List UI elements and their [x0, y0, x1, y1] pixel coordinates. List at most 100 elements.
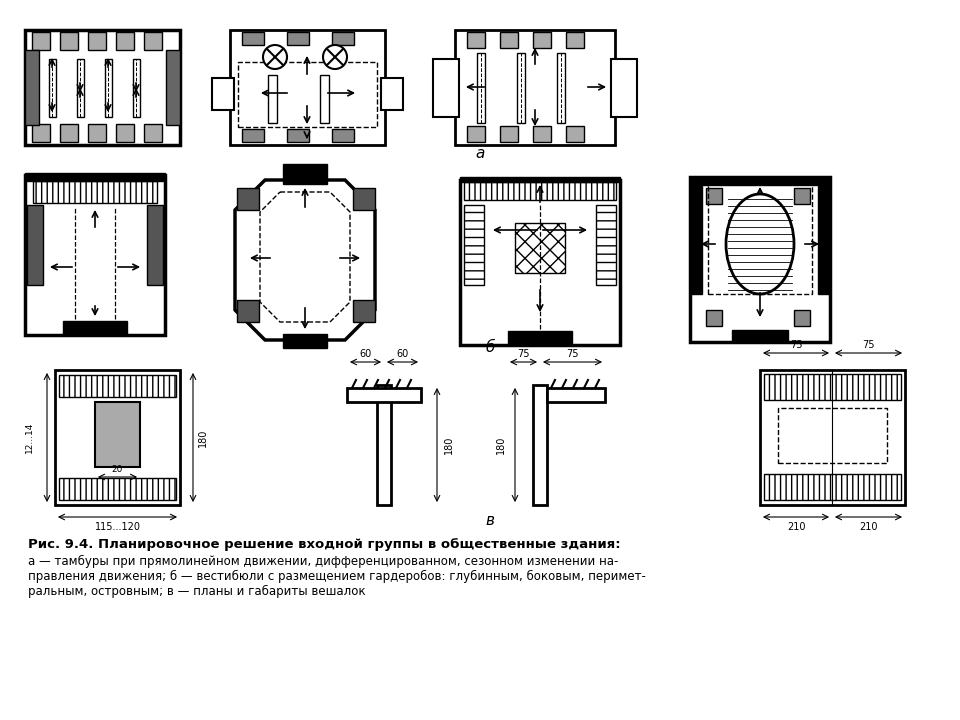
Bar	[212, 78, 234, 110]
Bar	[237, 300, 259, 322]
Bar	[25, 173, 165, 181]
Bar	[166, 50, 180, 125]
Bar	[59, 375, 176, 397]
Text: 75: 75	[517, 349, 530, 359]
Bar	[566, 126, 584, 142]
Bar	[611, 59, 637, 117]
Bar	[63, 321, 127, 335]
Bar	[32, 32, 50, 50]
Text: Рис. 9.4. Планировочное решение входной группы в общественные здания:: Рис. 9.4. Планировочное решение входной …	[28, 538, 620, 551]
Bar	[268, 75, 277, 123]
Text: в: в	[486, 513, 494, 528]
Bar	[708, 182, 812, 294]
Ellipse shape	[726, 194, 794, 294]
Text: б: б	[486, 340, 494, 355]
Bar	[706, 310, 722, 326]
Bar	[88, 124, 106, 142]
Bar	[133, 59, 140, 117]
Bar	[144, 32, 162, 50]
Text: ральным, островным; в — планы и габариты вешалок: ральным, островным; в — планы и габариты…	[28, 585, 366, 598]
Bar	[353, 188, 375, 210]
Text: 60: 60	[359, 349, 372, 359]
Bar	[332, 129, 354, 142]
Bar	[515, 223, 565, 273]
Bar	[60, 32, 78, 50]
Bar	[283, 334, 327, 348]
Bar	[381, 78, 403, 110]
Bar	[88, 32, 106, 50]
Text: 75: 75	[790, 340, 803, 350]
Text: 75: 75	[566, 349, 579, 359]
Circle shape	[323, 45, 347, 69]
Bar	[27, 205, 43, 285]
Bar	[332, 32, 354, 45]
Bar	[377, 385, 391, 505]
Bar	[237, 188, 259, 210]
Text: 75: 75	[862, 340, 875, 350]
Text: 180: 180	[198, 428, 208, 446]
Bar	[144, 124, 162, 142]
Text: 12...14: 12...14	[25, 422, 34, 453]
Bar	[287, 32, 309, 45]
Bar	[230, 30, 385, 145]
Bar	[517, 53, 525, 123]
Bar	[95, 402, 140, 467]
Text: 180: 180	[444, 436, 454, 454]
Bar	[732, 330, 788, 342]
Bar	[778, 408, 887, 463]
Bar	[116, 32, 134, 50]
Bar	[49, 59, 56, 117]
Bar	[433, 59, 459, 117]
Bar	[55, 370, 180, 505]
Text: 210: 210	[859, 522, 877, 532]
Circle shape	[263, 45, 287, 69]
Text: 210: 210	[787, 522, 805, 532]
Bar	[242, 32, 264, 45]
Text: а — тамбуры при прямолинейном движении, дифференцированном, сезонном изменении н: а — тамбуры при прямолинейном движении, …	[28, 555, 618, 568]
Bar	[467, 126, 485, 142]
Bar	[116, 124, 134, 142]
Polygon shape	[235, 180, 375, 340]
Bar	[32, 124, 50, 142]
Bar	[477, 53, 485, 123]
Bar	[320, 75, 329, 123]
Bar	[818, 186, 830, 294]
Bar	[794, 188, 810, 204]
Bar	[464, 205, 484, 285]
Bar	[547, 388, 605, 402]
Bar	[464, 182, 616, 200]
Text: правления движения; б — вестибюли с размещением гардеробов: глубинным, боковым, : правления движения; б — вестибюли с разм…	[28, 570, 646, 583]
Bar	[764, 374, 901, 400]
Bar	[690, 177, 830, 185]
Bar	[794, 310, 810, 326]
Bar	[460, 177, 620, 182]
Text: а: а	[475, 146, 485, 161]
Bar	[760, 370, 905, 505]
Bar	[690, 186, 702, 294]
Bar	[283, 164, 327, 184]
Bar	[25, 50, 39, 125]
Bar	[460, 180, 620, 345]
Bar	[347, 388, 421, 402]
Bar	[455, 30, 615, 145]
Bar	[706, 188, 722, 204]
Bar	[25, 30, 180, 145]
Bar	[508, 331, 572, 345]
Bar	[242, 129, 264, 142]
Bar	[533, 126, 551, 142]
Bar	[557, 53, 565, 123]
Bar	[500, 126, 518, 142]
Bar	[147, 205, 163, 285]
Bar	[353, 300, 375, 322]
Bar	[60, 124, 78, 142]
Bar	[533, 32, 551, 48]
Bar	[690, 177, 830, 342]
Bar	[77, 59, 84, 117]
Bar	[764, 474, 901, 500]
Bar	[33, 181, 157, 203]
Bar	[533, 385, 547, 505]
Bar	[287, 129, 309, 142]
Text: 115...120: 115...120	[94, 522, 140, 532]
Bar	[25, 175, 165, 335]
Bar	[500, 32, 518, 48]
